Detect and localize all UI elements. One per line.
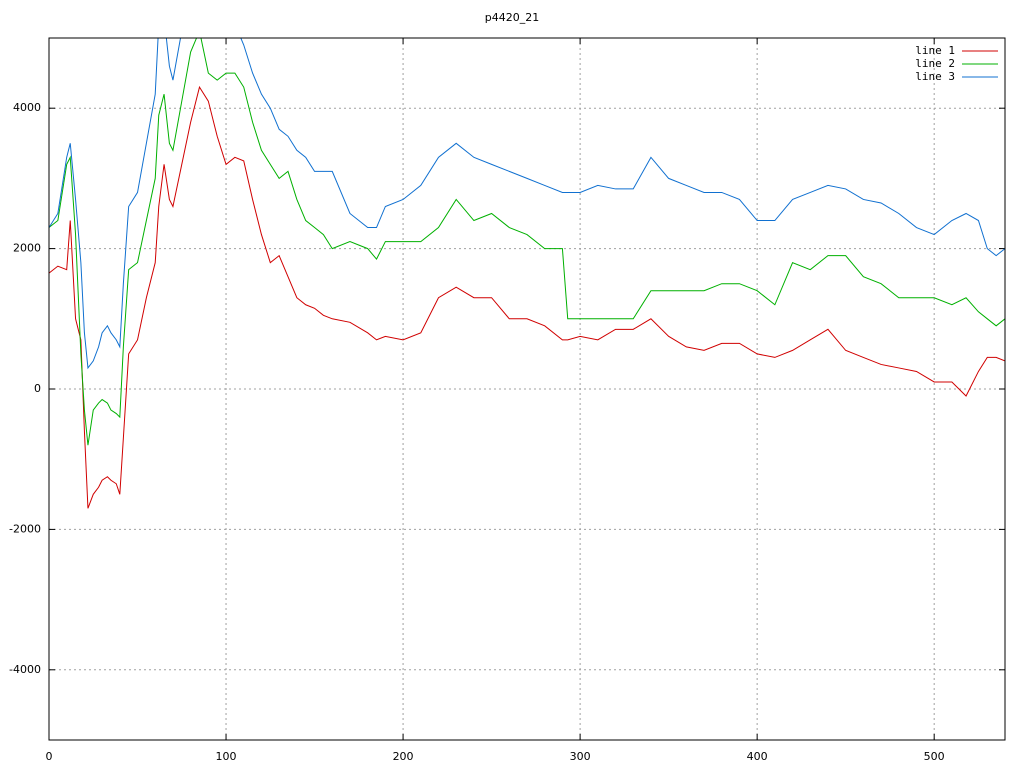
chart-title: p4420_21 bbox=[485, 11, 539, 24]
legend-label: line 3 bbox=[915, 70, 955, 83]
y-tick-label: 4000 bbox=[13, 101, 41, 114]
y-tick-label: -2000 bbox=[9, 522, 41, 535]
plot-border bbox=[48, 37, 1006, 741]
line-series bbox=[49, 38, 1005, 446]
x-tick-label: 0 bbox=[46, 750, 53, 763]
legend-label: line 2 bbox=[915, 57, 955, 70]
x-tick-label: 200 bbox=[393, 750, 414, 763]
y-tick-label: 2000 bbox=[13, 242, 41, 255]
x-tick-label: 300 bbox=[570, 750, 591, 763]
y-tick-label: -4000 bbox=[9, 663, 41, 676]
x-tick-label: 500 bbox=[924, 750, 945, 763]
line-series bbox=[49, 38, 1005, 370]
line-series bbox=[49, 85, 1005, 509]
x-tick-label: 100 bbox=[216, 750, 237, 763]
plot-area bbox=[49, 38, 1005, 509]
x-tick-label: 400 bbox=[747, 750, 768, 763]
legend-label: line 1 bbox=[915, 44, 955, 57]
y-tick-label: 0 bbox=[34, 382, 41, 395]
